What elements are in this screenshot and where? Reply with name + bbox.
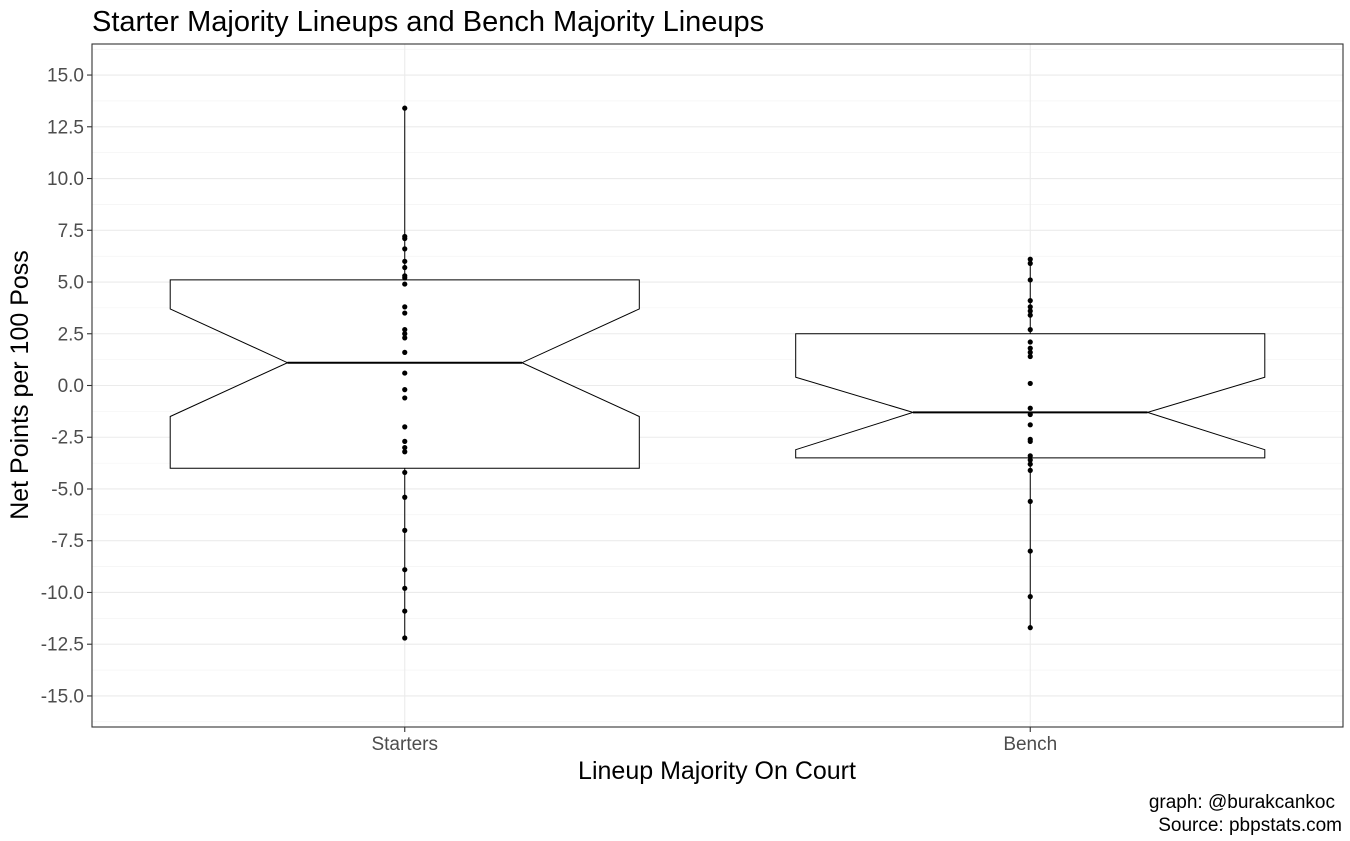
data-point — [402, 395, 408, 401]
data-point — [1027, 345, 1033, 351]
boxplot-boxes — [169, 108, 1266, 639]
data-point — [402, 281, 408, 287]
data-point — [402, 331, 408, 337]
data-point — [402, 635, 408, 641]
y-axis-title: Net Points per 100 Poss — [6, 250, 34, 520]
x-tick-label: Starters — [371, 734, 438, 755]
data-point — [402, 235, 408, 242]
data-point — [1027, 438, 1033, 444]
x-axis-title: Lineup Majority On Court — [578, 757, 856, 785]
caption-source: Source: pbpstats.com — [1158, 815, 1342, 836]
data-point — [1027, 256, 1033, 262]
data-point — [1027, 277, 1033, 283]
data-point — [402, 335, 408, 341]
chart-title: Starter Majority Lineups and Bench Major… — [92, 6, 764, 38]
data-point — [402, 585, 408, 591]
data-point — [402, 567, 408, 573]
data-point — [402, 449, 408, 455]
y-tick-label: 7.5 — [58, 221, 84, 242]
data-point — [1027, 308, 1033, 314]
data-point — [1027, 457, 1033, 463]
data-point — [402, 246, 408, 252]
data-point — [1027, 467, 1033, 473]
data-point — [1027, 312, 1033, 318]
data-point — [402, 304, 408, 310]
data-point — [402, 264, 408, 271]
data-point — [1027, 411, 1033, 418]
y-tick-label: -2.5 — [51, 428, 84, 449]
y-tick-label: 2.5 — [58, 324, 84, 345]
data-point — [1027, 453, 1033, 459]
y-tick-label: 12.5 — [47, 117, 84, 138]
data-point — [402, 494, 408, 500]
caption-graph: graph: @burakcankoc — [1149, 792, 1335, 813]
data-point — [1027, 380, 1033, 387]
y-tick-label: -5.0 — [51, 479, 84, 500]
y-tick-label: 5.0 — [58, 273, 84, 294]
data-point — [1027, 548, 1033, 554]
data-point — [402, 608, 408, 614]
data-point — [1027, 260, 1033, 266]
y-tick-label: 15.0 — [47, 66, 84, 87]
data-point — [1027, 327, 1033, 333]
y-tick-label: -12.5 — [41, 635, 84, 656]
data-points — [402, 105, 1033, 641]
data-point — [402, 469, 408, 476]
y-tick-label: -15.0 — [41, 686, 84, 707]
data-point — [1027, 498, 1033, 505]
data-point — [402, 387, 408, 393]
data-point — [402, 258, 408, 264]
y-tick-label: 10.0 — [47, 169, 84, 190]
x-tick-label: Bench — [1003, 734, 1057, 755]
data-point — [1027, 422, 1033, 428]
x-axis: Starters Bench — [371, 727, 1057, 755]
data-point — [402, 370, 408, 376]
data-point — [1027, 298, 1033, 304]
data-point — [1027, 405, 1033, 411]
data-point — [1027, 353, 1033, 360]
y-tick-label: -7.5 — [51, 531, 84, 552]
y-axis: 15.0 12.5 10.0 7.5 5.0 2.5 0.0 -2.5 -5.0 -7.5 -10.… — [41, 66, 92, 707]
y-tick-label: 0.0 — [58, 376, 84, 397]
data-point — [402, 275, 408, 281]
box-bench — [795, 259, 1266, 628]
data-point — [402, 310, 408, 316]
data-point — [1027, 339, 1033, 345]
data-point — [402, 424, 408, 430]
data-point — [402, 327, 408, 333]
data-point — [402, 527, 408, 533]
data-point — [402, 349, 408, 355]
data-point — [1027, 625, 1033, 631]
data-point — [1027, 349, 1033, 355]
data-point — [402, 105, 408, 111]
data-point — [1027, 594, 1033, 600]
notched-box — [795, 333, 1266, 459]
data-point — [402, 438, 408, 444]
data-point — [1027, 304, 1033, 310]
data-point — [402, 444, 408, 451]
y-tick-label: -10.0 — [41, 583, 84, 604]
data-point — [1027, 461, 1033, 467]
